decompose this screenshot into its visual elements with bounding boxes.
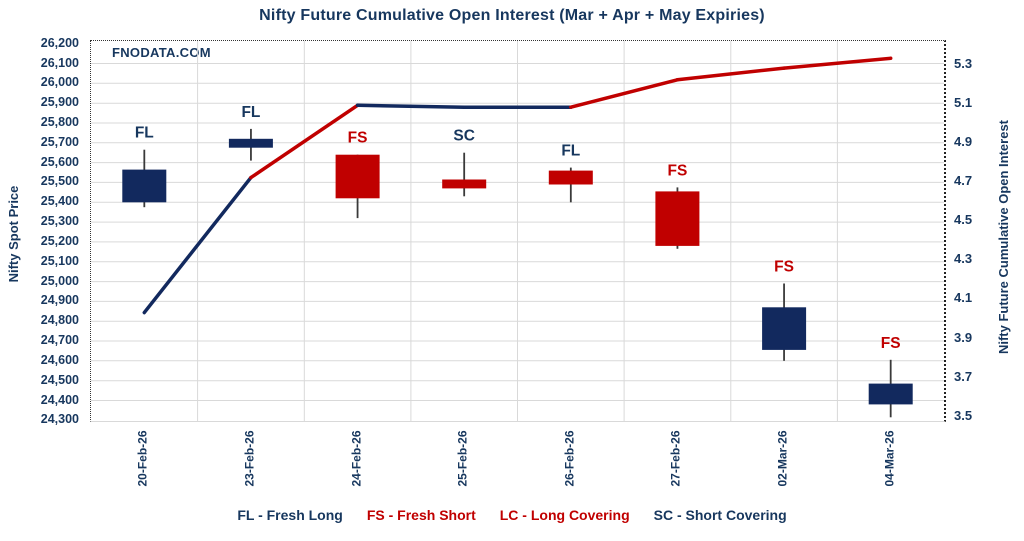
y-left-tick-label: 25,600 [40, 154, 79, 169]
x-axis-date-label: 25-Feb-26 [455, 430, 470, 487]
y-left-tick-label: 24,600 [40, 352, 79, 367]
y-left-tick-label: 24,800 [40, 313, 79, 328]
legend-item: LC - Long Covering [499, 507, 630, 523]
candle-annotation: FL [135, 125, 154, 142]
y-left-tick-label: 25,900 [40, 95, 79, 110]
y-right-tick-label: 4.3 [954, 251, 973, 267]
candle-body [122, 169, 167, 203]
y-left-tick-label: 26,200 [40, 35, 79, 50]
candle-body [548, 170, 593, 185]
candle-annotation: FS [348, 130, 368, 147]
oi-line-segment [142, 175, 253, 315]
y-left-tick-label: 25,500 [40, 174, 79, 189]
oi-line-segment [782, 56, 893, 70]
candle-annotation: FS [774, 259, 794, 276]
x-axis-date-label: 02-Mar-26 [775, 430, 790, 487]
fnodata-watermark: FNODATA.COM [112, 45, 211, 60]
y-right-tick-label: 5.3 [954, 55, 973, 71]
legend-item: FL - Fresh Long [237, 507, 343, 523]
y-left-tick-label: 24,300 [40, 412, 79, 427]
y-right-tick-label: 5.1 [954, 94, 973, 110]
y-left-tick-label: 25,000 [40, 273, 79, 288]
y-left-tick-label: 26,100 [40, 55, 79, 70]
y-axis-right: 5.3 5.1 4.9 4.7 4.5 4.3 4.1 3.9 3.7 3.5 [954, 40, 999, 423]
y-left-tick-label: 25,700 [40, 134, 79, 149]
y-right-tick-label: 3.5 [954, 407, 973, 423]
candle-body [868, 383, 913, 405]
legend-item: FS - Fresh Short [366, 507, 476, 523]
oi-line-segment [249, 103, 360, 180]
candle-annotation: SC [453, 128, 475, 145]
candlestick-chart: FL FL FS SC FL FS FS FS [91, 41, 944, 421]
candle-body [442, 179, 487, 189]
legend: FL - Fresh Long FS - Fresh Short LC - Long… [0, 507, 1024, 523]
y-right-tick-label: 4.1 [954, 290, 973, 306]
legend-item: SC - Short Covering [653, 507, 787, 523]
x-axis-labels: 20-Feb-26 23-Feb-26 24-Feb-26 25-Feb-26 26-F… [90, 422, 946, 506]
x-axis-date-label: 04-Mar-26 [882, 430, 897, 487]
y-left-tick-label: 25,100 [40, 253, 79, 268]
candle-annotation: FL [241, 104, 260, 121]
oi-line-segment [675, 66, 786, 82]
y-right-tick-label: 3.7 [954, 368, 973, 384]
oi-line-segment [569, 78, 680, 109]
x-axis-date-label: 20-Feb-26 [135, 430, 150, 487]
x-axis-date-label: 27-Feb-26 [668, 430, 683, 487]
x-axis-date-label: 24-Feb-26 [349, 430, 364, 487]
y-right-tick-label: 4.5 [954, 212, 973, 228]
y-right-tick-label: 3.9 [954, 329, 973, 345]
oi-line-segment [355, 103, 466, 109]
y-right-tick-label: 4.7 [954, 173, 973, 188]
plot-area: FL FL FS SC FL FS FS FS [90, 40, 946, 422]
y-left-tick-label: 26,000 [40, 75, 79, 90]
y-left-tick-label: 25,400 [40, 194, 79, 209]
y-left-tick-label: 24,700 [40, 333, 79, 347]
candle-body [655, 191, 700, 246]
y-left-tick-label: 24,900 [40, 293, 79, 308]
chart-title: Nifty Future Cumulative Open Interest (M… [259, 7, 765, 24]
y-axis-left: 26,200 26,100 26,000 25,900 25,800 25,700 25,6… [0, 36, 84, 427]
candle-body [335, 154, 380, 199]
y-left-tick-label: 24,500 [40, 372, 79, 387]
x-axis-date-label: 23-Feb-26 [242, 430, 257, 487]
candle-body [228, 138, 273, 148]
y-left-tick-label: 24,400 [40, 392, 79, 407]
candle-annotation: FS [881, 335, 901, 352]
y-left-tick-label: 25,300 [40, 214, 79, 229]
y-left-tick-label: 25,200 [40, 233, 79, 248]
y-left-tick-label: 25,800 [40, 115, 79, 129]
candle-body [762, 307, 807, 350]
candle-annotation: FS [668, 162, 688, 179]
x-axis-date-label: 26-Feb-26 [562, 430, 577, 487]
candle-annotation: FL [561, 143, 580, 160]
y-right-tick-label: 4.9 [954, 133, 973, 149]
